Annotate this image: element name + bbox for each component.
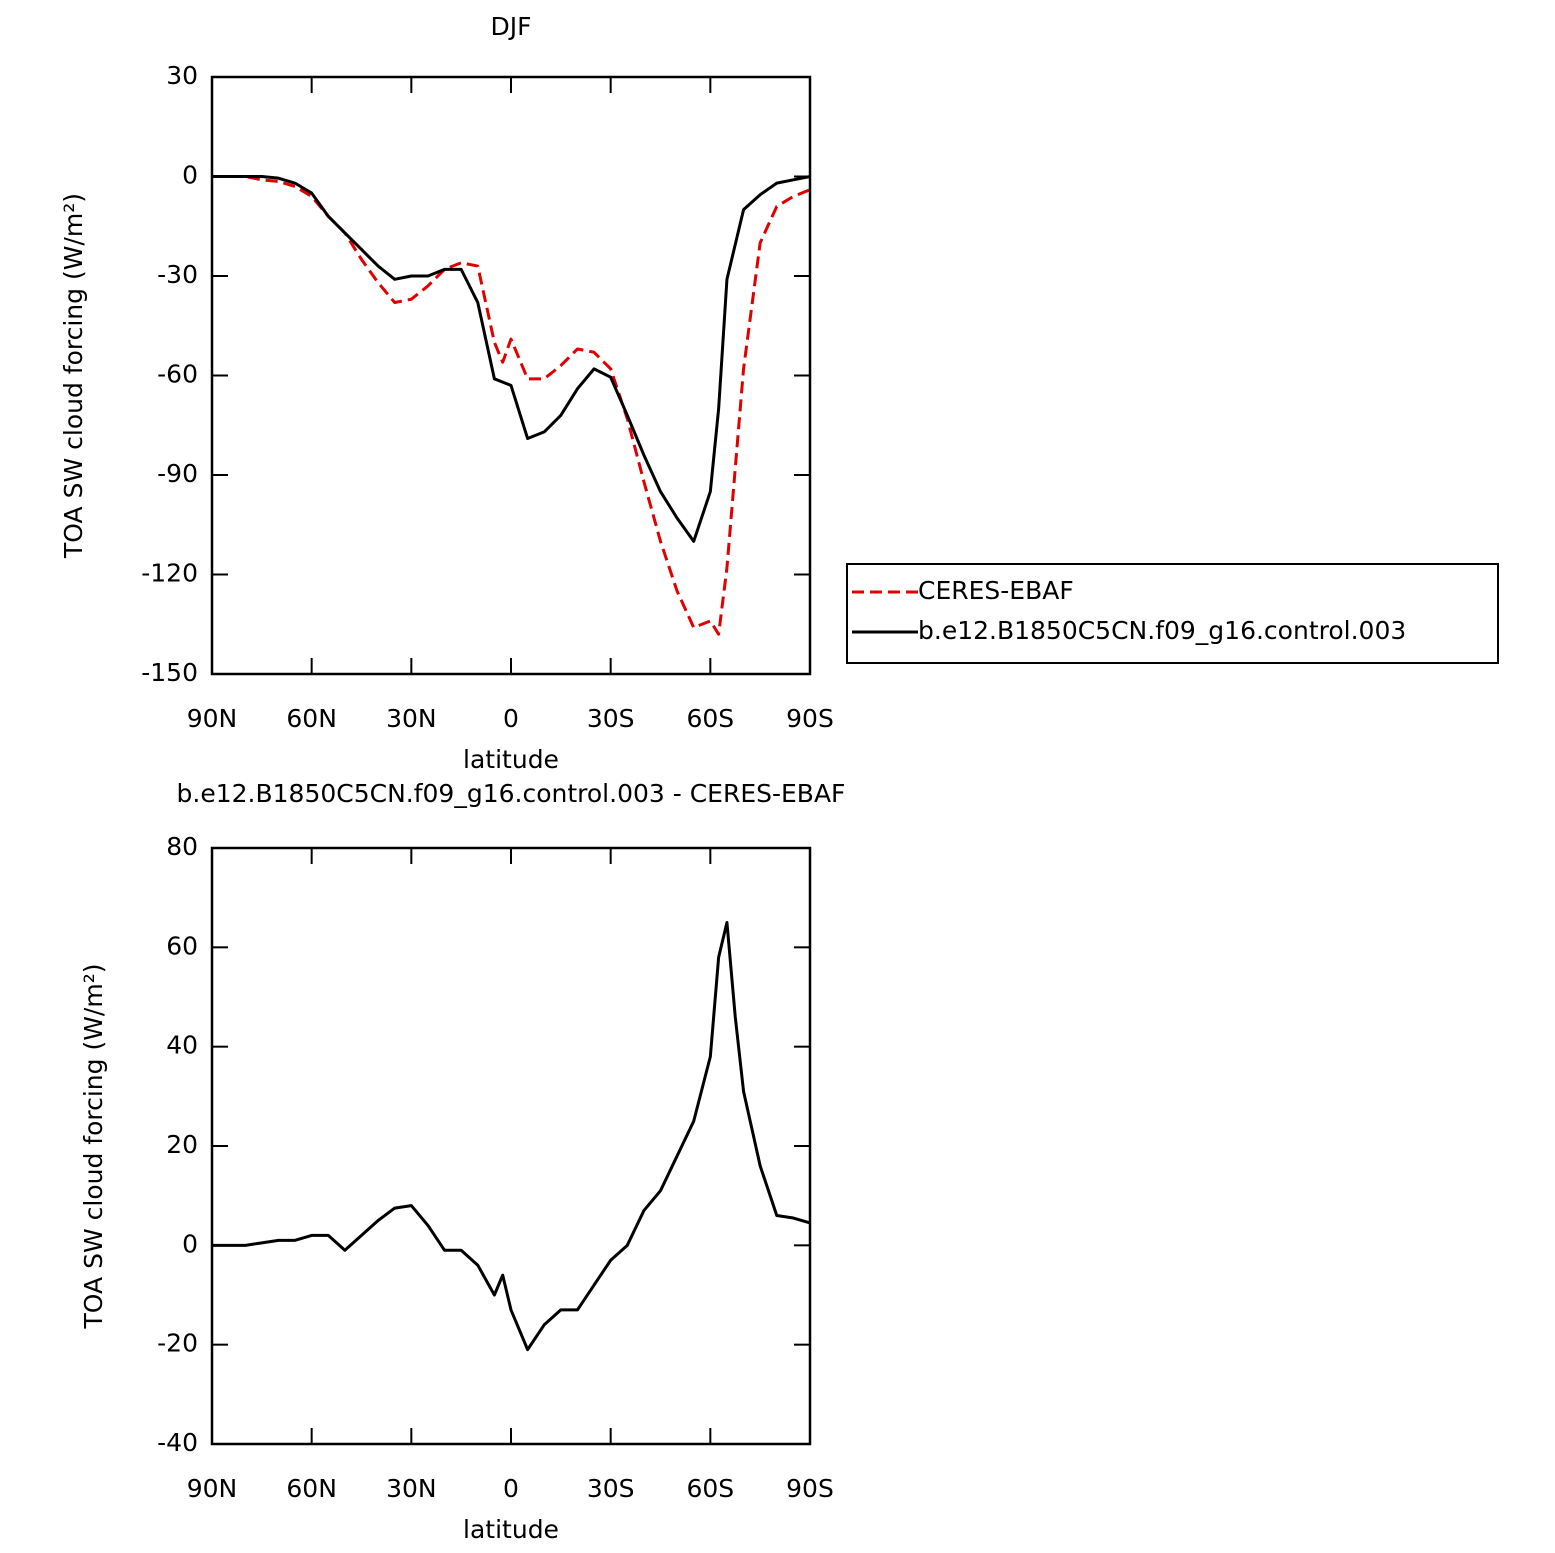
y-axis-label: TOA SW cloud forcing (W/m²)	[59, 193, 88, 559]
x-tick-label: 30S	[587, 704, 635, 733]
plot-frame	[210, 846, 812, 1446]
plot-frame	[210, 75, 812, 676]
y-tick-label: 80	[166, 832, 198, 861]
x-tick-label: 60N	[286, 704, 337, 733]
x-tick-label: 90N	[187, 704, 238, 733]
y-axis-label: TOA SW cloud forcing (W/m²)	[79, 964, 108, 1330]
x-tick-label: 30N	[386, 704, 437, 733]
data-line	[212, 175, 811, 543]
chart-title: DJF	[490, 12, 531, 41]
x-tick-label: 60N	[286, 1474, 337, 1503]
x-axis-label: latitude	[463, 745, 559, 774]
x-tick-label: 30S	[587, 1474, 635, 1503]
legend-box	[846, 563, 1499, 664]
legend-label: CERES-EBAF	[918, 576, 1074, 605]
y-tick-label: -20	[157, 1329, 198, 1358]
x-tick-label: 60S	[686, 1474, 734, 1503]
y-tick-label: -150	[141, 658, 198, 687]
y-tick-label: -60	[157, 360, 198, 389]
data-line	[212, 921, 811, 1352]
y-tick-label: 60	[166, 931, 198, 960]
x-tick-label: 90S	[786, 704, 834, 733]
x-axis-label: latitude	[463, 1515, 559, 1544]
y-tick-label: -90	[157, 459, 198, 488]
x-tick-label: 0	[503, 1474, 519, 1503]
y-tick-label: -40	[157, 1428, 198, 1457]
x-tick-label: 60S	[686, 704, 734, 733]
chart-title: b.e12.B1850C5CN.f09_g16.control.003 - CE…	[177, 779, 846, 808]
x-tick-label: 90N	[187, 1474, 238, 1503]
y-tick-label: 0	[182, 1229, 198, 1258]
x-tick-label: 30N	[386, 1474, 437, 1503]
y-tick-label: 20	[166, 1130, 198, 1159]
legend-label: b.e12.B1850C5CN.f09_g16.control.003	[918, 616, 1406, 645]
x-tick-label: 90S	[786, 1474, 834, 1503]
y-tick-label: 0	[182, 161, 198, 190]
y-tick-label: 40	[166, 1031, 198, 1060]
y-tick-label: 30	[166, 61, 198, 90]
y-tick-label: -120	[141, 559, 198, 588]
x-tick-label: 0	[503, 704, 519, 733]
y-tick-label: -30	[157, 260, 198, 289]
